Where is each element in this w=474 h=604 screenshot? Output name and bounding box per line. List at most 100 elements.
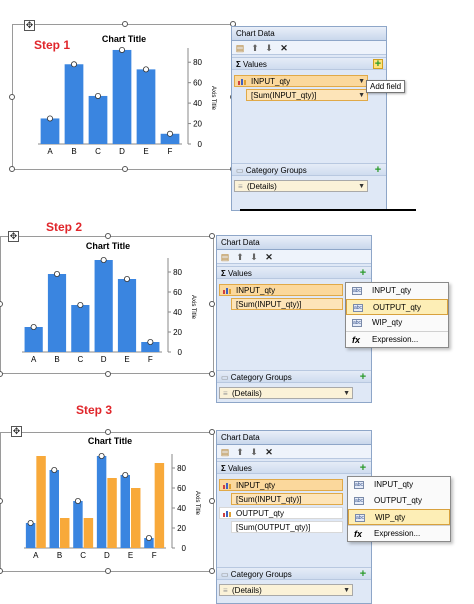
menu-item-output-qty[interactable]: abc OUTPUT_qty: [348, 493, 450, 509]
y-tick-label: 40: [193, 99, 202, 108]
category-groups-section: ▭ Category Groups +: [232, 163, 386, 176]
resize-handle[interactable]: [105, 233, 111, 239]
properties-icon[interactable]: ▤: [235, 43, 245, 53]
add-field-icon[interactable]: +: [359, 267, 367, 279]
resize-handle[interactable]: [105, 371, 111, 377]
add-field-icon[interactable]: +: [373, 58, 383, 70]
field-icon: abc: [354, 497, 364, 505]
bar: [83, 518, 94, 548]
bar: [60, 518, 70, 548]
move-down-icon[interactable]: ⬇: [265, 43, 273, 53]
resize-handle[interactable]: [9, 166, 15, 172]
resize-handle[interactable]: [122, 21, 128, 27]
data-point-marker: [71, 61, 78, 68]
value-expression-sum-input[interactable]: [Sum(INPUT_qty)] ▼: [246, 89, 368, 101]
x-tick-label: D: [104, 551, 110, 560]
menu-item-input-qty[interactable]: abc INPUT_qty: [346, 283, 448, 299]
value-expression-sum-input[interactable]: [Sum(INPUT_qty)]: [231, 493, 343, 505]
move-icon[interactable]: ✥: [8, 231, 19, 242]
resize-handle[interactable]: [209, 498, 215, 504]
menu-item-expression[interactable]: fx Expression...: [346, 331, 448, 347]
bar: [40, 118, 60, 144]
bar-chart[interactable]: Chart Title 0 20 40 60 80 Axis Title A B C D E F: [0, 236, 214, 374]
resize-handle[interactable]: [209, 301, 215, 307]
menu-item-wip-qty[interactable]: abc WIP_qty: [346, 315, 448, 331]
y-tick-label: 0: [182, 544, 187, 553]
expression-label: [Sum(INPUT_qty)]: [236, 495, 302, 504]
menu-item-wip-qty[interactable]: abc WIP_qty: [348, 509, 450, 525]
delete-icon[interactable]: ✕: [265, 252, 273, 262]
resize-handle[interactable]: [0, 371, 3, 377]
menu-item-output-qty[interactable]: abc OUTPUT_qty: [346, 299, 448, 315]
resize-handle[interactable]: [0, 568, 3, 574]
menu-item-label: WIP_qty: [375, 513, 406, 522]
value-expression-sum-output[interactable]: [Sum(OUTPUT_qty)]: [231, 521, 343, 533]
menu-item-label: INPUT_qty: [372, 286, 412, 295]
delete-icon[interactable]: ✕: [265, 447, 273, 457]
menu-item-expression[interactable]: fx Expression...: [348, 525, 450, 541]
add-field-menu: abc INPUT_qty abc OUTPUT_qty abc WIP_qty fx…: [347, 476, 451, 542]
chevron-down-icon[interactable]: ▼: [358, 78, 365, 85]
y-tick-label: 0: [198, 140, 203, 149]
resize-handle[interactable]: [105, 568, 111, 574]
category-group-details[interactable]: (Details) ▼: [234, 180, 368, 193]
delete-icon[interactable]: ✕: [280, 43, 288, 53]
resize-handle[interactable]: [209, 429, 215, 435]
chevron-down-icon[interactable]: ▼: [358, 183, 365, 190]
add-category-icon[interactable]: +: [359, 371, 367, 383]
values-header: Values: [228, 464, 252, 473]
field-icon: abc: [354, 481, 364, 489]
category-group-details[interactable]: (Details) ▼: [219, 387, 353, 400]
add-category-icon[interactable]: +: [359, 568, 367, 580]
bar-chart[interactable]: Chart Title 0 20 40 60 80 Axis Title A B C D E F: [0, 432, 214, 572]
resize-handle[interactable]: [9, 94, 15, 100]
y-axis-title: Axis Title: [194, 491, 200, 516]
value-field-input-qty[interactable]: INPUT_qty ▼: [234, 75, 368, 87]
move-down-icon[interactable]: ⬇: [250, 252, 258, 262]
x-tick-label: E: [124, 355, 129, 364]
properties-icon[interactable]: ▤: [220, 447, 230, 457]
bar: [24, 327, 43, 352]
resize-handle[interactable]: [0, 301, 3, 307]
resize-handle[interactable]: [0, 498, 3, 504]
value-field-output-qty[interactable]: OUTPUT_qty: [219, 507, 343, 519]
move-down-icon[interactable]: ⬇: [250, 447, 258, 457]
y-tick-label: 60: [173, 288, 182, 297]
chart-data-pane: Chart Data ▤ ⬆ ⬇ ✕ Σ Values + INPUT_qty …: [231, 26, 387, 211]
category-header: Category Groups: [230, 373, 292, 382]
move-icon[interactable]: ✥: [11, 426, 22, 437]
value-field-input-qty[interactable]: INPUT_qty: [219, 284, 343, 296]
resize-handle[interactable]: [209, 371, 215, 377]
properties-icon[interactable]: ▤: [220, 252, 230, 262]
move-up-icon[interactable]: ⬆: [236, 447, 244, 457]
move-up-icon[interactable]: ⬆: [236, 252, 244, 262]
field-icon: abc: [355, 514, 365, 522]
details-label: (Details): [247, 182, 277, 191]
move-icon[interactable]: ✥: [24, 20, 35, 31]
resize-handle[interactable]: [122, 166, 128, 172]
resize-handle[interactable]: [209, 568, 215, 574]
step-1: ✥ Step 1 Chart Title 0 20 40 60 80 Axis Title A…: [0, 0, 474, 211]
pane-toolbar: ▤ ⬆ ⬇ ✕: [217, 445, 371, 459]
move-up-icon[interactable]: ⬆: [251, 43, 259, 53]
add-category-icon[interactable]: +: [374, 164, 382, 176]
value-expression-sum-input[interactable]: [Sum(INPUT_qty)]: [231, 298, 343, 310]
bar-chart[interactable]: Chart Title 0 20 40 60 80 Axis Title A B C D E F: [12, 24, 236, 170]
x-tick-label: B: [54, 355, 59, 364]
sigma-icon: Σ: [236, 60, 244, 69]
add-field-icon[interactable]: +: [359, 462, 367, 474]
data-point-marker: [51, 467, 58, 474]
x-tick-label: E: [143, 147, 148, 156]
data-point-marker: [100, 256, 107, 263]
chevron-down-icon[interactable]: ▼: [343, 390, 350, 397]
value-field-input-qty[interactable]: INPUT_qty: [219, 479, 343, 491]
category-header: Category Groups: [245, 166, 307, 175]
category-group-details[interactable]: (Details) ▼: [219, 584, 353, 597]
menu-item-input-qty[interactable]: abc INPUT_qty: [348, 477, 450, 493]
resize-handle[interactable]: [209, 233, 215, 239]
y-tick-label: 20: [193, 120, 202, 129]
data-point-marker: [27, 520, 34, 527]
resize-handle[interactable]: [105, 429, 111, 435]
chevron-down-icon[interactable]: ▼: [343, 587, 350, 594]
chevron-down-icon[interactable]: ▼: [358, 92, 365, 99]
